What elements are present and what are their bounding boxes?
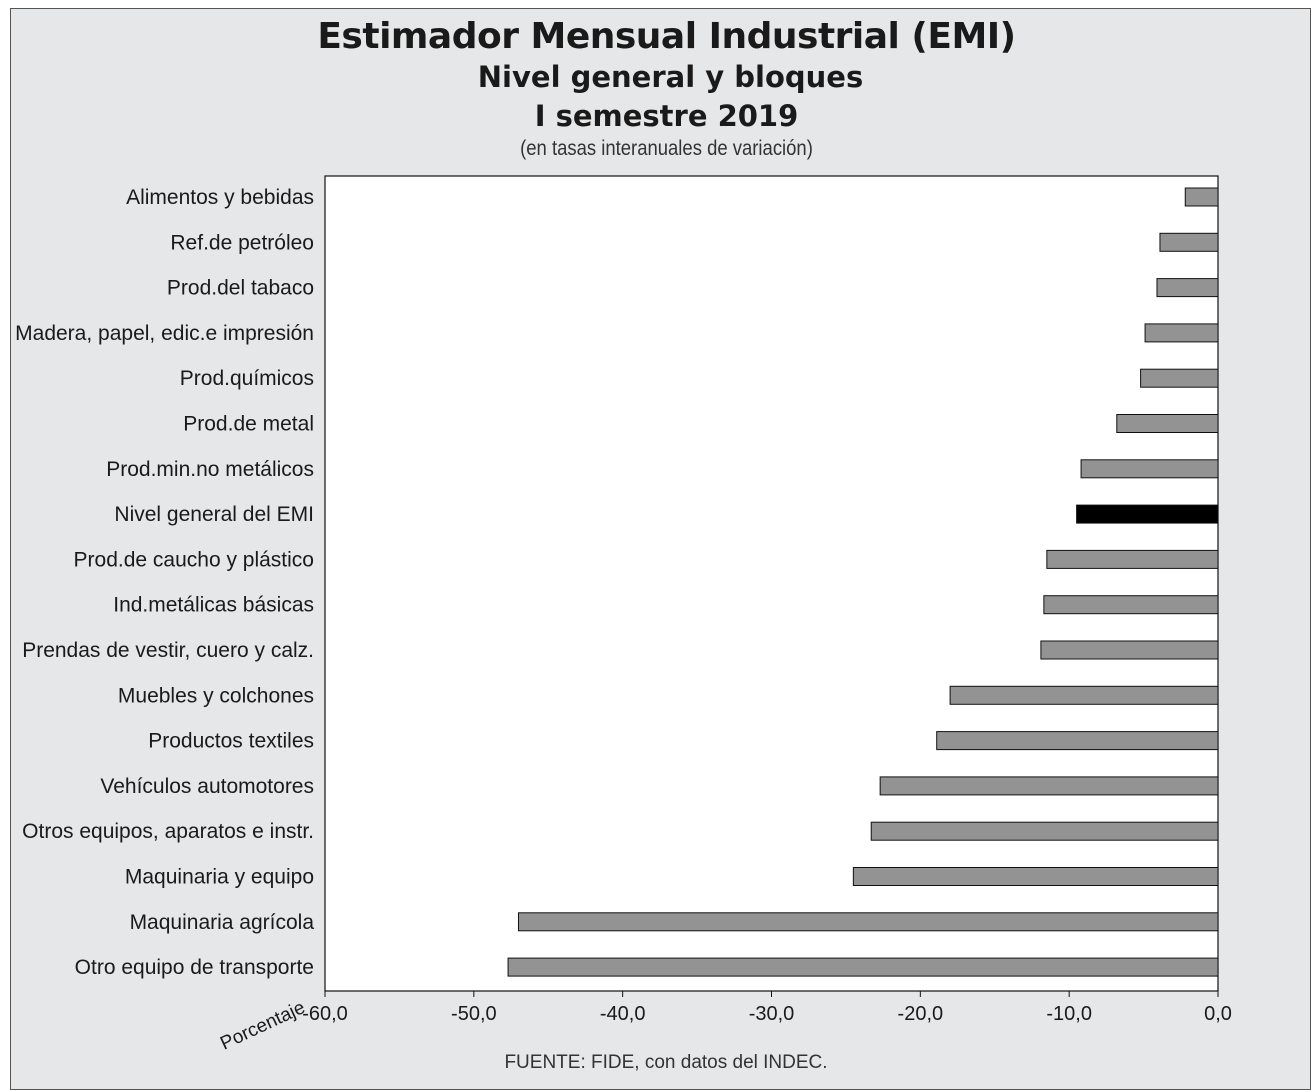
category-label: Otro equipo de transporte	[75, 956, 314, 979]
category-label: Maquinaria y equipo	[125, 866, 314, 889]
chart-title: Estimador Mensual Industrial (EMI)	[317, 16, 1016, 57]
bar	[1116, 414, 1219, 433]
bar	[1140, 368, 1219, 388]
bar	[879, 776, 1219, 796]
chart-subtitle: Nivel general y bloques	[477, 60, 864, 94]
plot-area	[324, 175, 1219, 992]
chart-period: I semestre 2019	[534, 99, 799, 133]
bar	[1046, 549, 1219, 569]
x-tick-label: 0,0	[1204, 1003, 1232, 1025]
bar	[1080, 459, 1219, 479]
bar	[1159, 232, 1219, 252]
bar	[852, 867, 1219, 886]
x-tick-label: -50,0	[451, 1003, 497, 1025]
bar	[1043, 595, 1219, 615]
category-label: Otros equipos, aparatos e instr.	[22, 820, 314, 843]
bar	[870, 821, 1219, 841]
category-label: Prod.min.no metálicos	[106, 458, 314, 481]
category-label: Prod.de metal	[183, 413, 314, 436]
x-tick-label: -10,0	[1046, 1003, 1092, 1025]
category-label: Vehículos automotores	[100, 775, 314, 798]
category-label: Ref.de petróleo	[170, 231, 314, 254]
category-label: Madera, papel, edic.e impresión	[15, 322, 314, 345]
source-note: FUENTE: FIDE, con datos del INDEC.	[504, 1052, 827, 1072]
bar	[1184, 187, 1219, 207]
x-tick-label: -30,0	[749, 1003, 795, 1025]
category-label: Nivel general del EMI	[114, 503, 314, 526]
category-label: Maquinaria agrícola	[130, 911, 315, 934]
category-label: Prod.de caucho y plástico	[74, 548, 314, 571]
category-label: Alimentos y bebidas	[126, 186, 314, 209]
category-label: Muebles y colchones	[118, 684, 314, 707]
bar	[507, 957, 1219, 977]
bar	[949, 685, 1219, 705]
bar	[936, 731, 1219, 751]
chart-unit-note: (en tasas interanuales de variación)	[520, 137, 813, 160]
category-label: Prod.del tabaco	[167, 277, 314, 300]
x-axis-label: Porcentaje	[217, 997, 308, 1054]
x-tick-label: -20,0	[898, 1003, 944, 1025]
x-tick-label: -40,0	[600, 1003, 646, 1025]
category-label: Prod.químicos	[180, 367, 314, 390]
bar	[1144, 323, 1219, 343]
category-label: Prendas de vestir, cuero y calz.	[22, 639, 314, 662]
category-label: Productos textiles	[148, 730, 314, 753]
x-tick-label: -60,0	[302, 1003, 348, 1025]
bar	[1040, 640, 1219, 660]
bar	[1156, 278, 1219, 298]
bar-highlight	[1076, 504, 1219, 524]
bar	[517, 912, 1219, 932]
category-label: Ind.metálicas básicas	[113, 594, 314, 617]
